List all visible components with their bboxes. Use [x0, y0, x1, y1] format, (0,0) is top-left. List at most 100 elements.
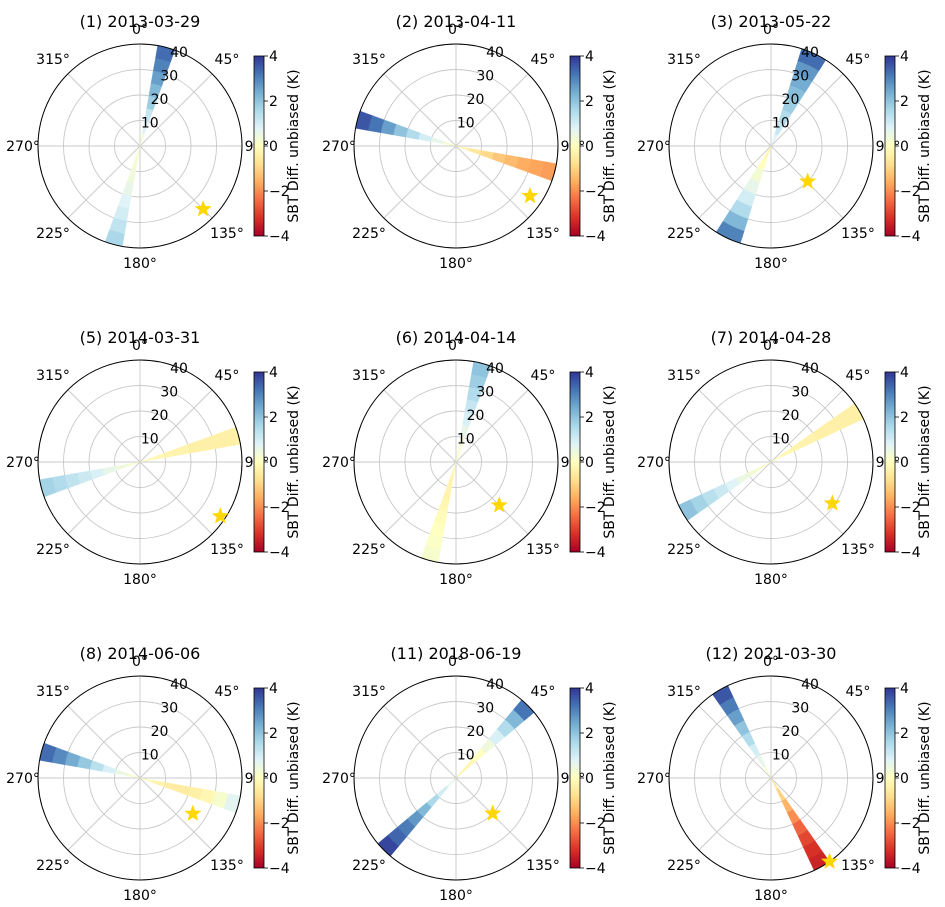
angle-label: 315°: [36, 368, 70, 384]
colorbar-tick-label: 4: [585, 365, 594, 381]
angle-label: 45°: [215, 368, 240, 384]
angle-label: 225°: [352, 226, 386, 242]
polar-spine: [668, 359, 874, 565]
radial-tick-label: 40: [170, 45, 188, 61]
colorbar: [884, 687, 896, 869]
angle-label: 270°: [322, 139, 356, 155]
angle-label: 180°: [123, 572, 157, 588]
colorbar-tick-label: −4: [269, 861, 290, 877]
angular-gridline: [455, 461, 529, 535]
colorbar-tick-label: 2: [269, 94, 278, 110]
angular-gridline: [383, 145, 457, 219]
radial-tick-label: 20: [467, 408, 485, 424]
colorbar-tick-label: 2: [269, 410, 278, 426]
angle-label: 45°: [215, 52, 240, 68]
colorbar-tick-label: 0: [585, 139, 594, 155]
colorbar: [253, 687, 265, 869]
angle-label: 225°: [36, 858, 70, 874]
angle-label: 0°: [132, 338, 148, 354]
radial-tick-label: 20: [467, 724, 485, 740]
colorbar: [253, 371, 265, 553]
angle-label: 315°: [352, 684, 386, 700]
colorbar: [884, 371, 896, 553]
polar-panel: (1) 2013-03-29102030400°45°90°135°180°22…: [6, 12, 302, 272]
radial-tick-label: 20: [151, 408, 169, 424]
colorbar: [569, 687, 581, 869]
radial-tick-label: 20: [467, 92, 485, 108]
colorbar-tick-label: −2: [900, 500, 921, 516]
radial-tick-label: 40: [801, 677, 819, 693]
angle-label: 0°: [448, 338, 464, 354]
angle-label: 135°: [841, 226, 875, 242]
star-marker: [184, 804, 202, 821]
polar-panel: (2) 2013-04-11102030400°45°90°135°180°22…: [322, 12, 618, 272]
radial-tick-label: 40: [170, 361, 188, 377]
colorbar-tick-label: −4: [269, 545, 290, 561]
panel-title: (12) 2021-03-30: [706, 644, 837, 663]
radial-tick-label: 20: [151, 92, 169, 108]
panel-title: (2) 2013-04-11: [396, 12, 517, 31]
colorbar-tick-label: −2: [900, 816, 921, 832]
colorbar-tick-label: 2: [585, 410, 594, 426]
colorbar-tick-label: 4: [269, 49, 278, 65]
angular-gridline: [770, 389, 844, 463]
angle-label: 180°: [439, 572, 473, 588]
colorbar-tick-label: 2: [585, 726, 594, 742]
angle-label: 135°: [210, 226, 244, 242]
colorbar: [569, 371, 581, 553]
colorbar-tick-label: −4: [585, 229, 606, 245]
angle-label: 225°: [667, 858, 701, 874]
angle-label: 270°: [637, 455, 671, 471]
colorbar-tick-label: −4: [900, 229, 921, 245]
angle-label: 315°: [667, 684, 701, 700]
radial-tick-label: 10: [141, 747, 159, 763]
star-marker: [194, 200, 212, 217]
angular-gridline: [139, 461, 213, 535]
colorbar-tick-label: 0: [269, 139, 278, 155]
panel-title: (5) 2014-03-31: [80, 328, 201, 347]
colorbar-tick-label: 4: [900, 365, 909, 381]
angle-label: 0°: [448, 22, 464, 38]
angle-label: 135°: [210, 858, 244, 874]
angular-gridline: [67, 145, 141, 219]
angle-label: 135°: [526, 226, 560, 242]
angular-gridline: [455, 389, 529, 463]
angle-label: 270°: [637, 139, 671, 155]
radial-tick-label: 30: [476, 700, 494, 716]
angle-label: 180°: [439, 888, 473, 904]
colorbar-label: SBT Diff. unbiased (K): [602, 701, 618, 854]
angle-label: 135°: [841, 542, 875, 558]
angle-label: 135°: [526, 858, 560, 874]
radial-tick-label: 20: [782, 92, 800, 108]
angle-label: 0°: [763, 22, 779, 38]
star-marker: [799, 172, 817, 189]
angular-gridline: [67, 73, 141, 147]
angle-label: 45°: [215, 684, 240, 700]
angular-gridline: [139, 705, 213, 779]
polar-spine: [37, 675, 243, 881]
polar-panel: (12) 2021-03-30102030400°45°90°135°180°2…: [637, 644, 933, 904]
star-marker: [820, 852, 839, 869]
angle-label: 0°: [448, 654, 464, 670]
angular-gridline: [698, 73, 772, 147]
angle-label: 225°: [667, 226, 701, 242]
radial-tick-label: 30: [160, 68, 178, 84]
colorbar-tick-label: −4: [900, 545, 921, 561]
angle-label: 45°: [531, 684, 556, 700]
colorbar-label: SBT Diff. unbiased (K): [286, 385, 302, 538]
radial-tick-label: 40: [486, 361, 504, 377]
colorbar-tick-label: −4: [585, 545, 606, 561]
colorbar-tick-label: −2: [585, 184, 606, 200]
colorbar-tick-label: 0: [269, 771, 278, 787]
colorbar-label: SBT Diff. unbiased (K): [286, 701, 302, 854]
angular-gridline: [770, 705, 844, 779]
radial-tick-label: 20: [151, 724, 169, 740]
angular-gridline: [698, 705, 772, 779]
radial-tick-label: 10: [772, 747, 790, 763]
radial-tick-label: 40: [801, 45, 819, 61]
angle-label: 225°: [36, 542, 70, 558]
colorbar-tick-label: −2: [585, 816, 606, 832]
angle-label: 135°: [841, 858, 875, 874]
star-marker: [490, 496, 508, 513]
angular-gridline: [139, 777, 213, 851]
